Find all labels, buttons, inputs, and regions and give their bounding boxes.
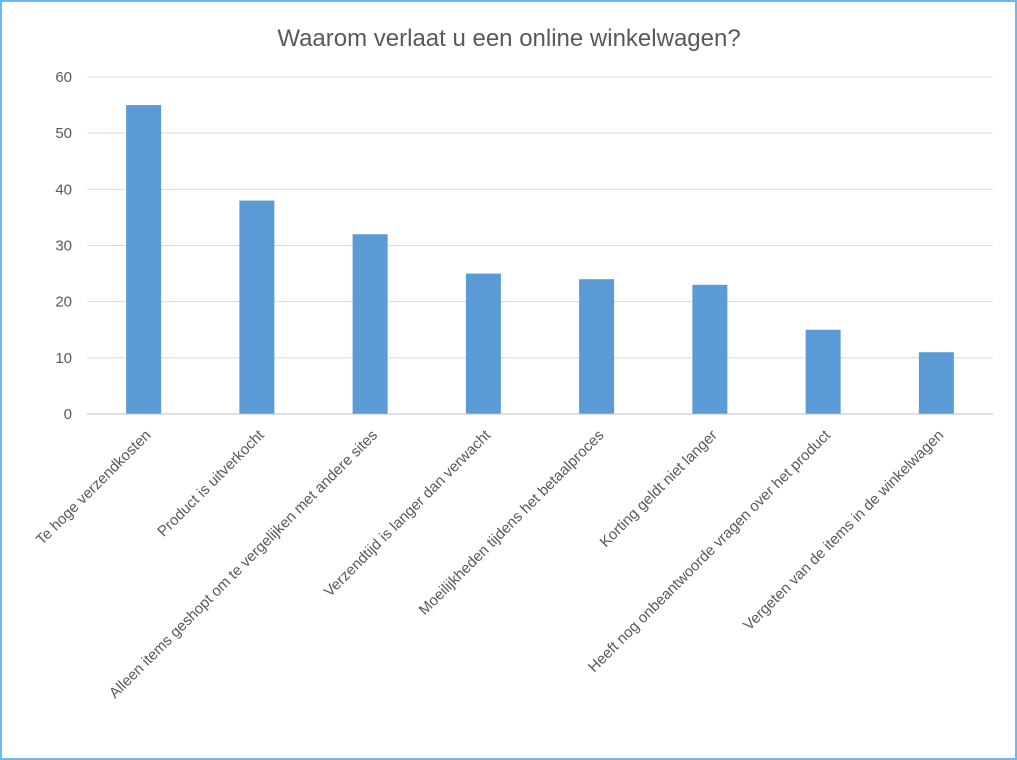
x-tick-label: Product is uitverkocht [154, 426, 268, 540]
y-tick-label: 50 [55, 125, 72, 142]
y-tick-label: 40 [55, 181, 72, 198]
bar [579, 279, 615, 414]
bars [126, 105, 954, 414]
bar [692, 284, 728, 414]
y-tick-label: 0 [64, 406, 72, 423]
chart-title: Waarom verlaat u een online winkelwagen? [277, 25, 740, 52]
x-tick-label: Heeft nog onbeantwoorde vragen over het … [585, 426, 835, 676]
x-tick-label: Korting geldt niet langer [597, 427, 721, 551]
x-tick-label: Vergeten van de items in de winkelwagen [740, 427, 947, 634]
bar [918, 352, 954, 414]
x-tick-label: Moeilijkheden tijdens het betaalproces [416, 427, 608, 619]
y-tick-label: 10 [55, 350, 72, 367]
y-axis-ticks: 0 10 20 30 40 50 60 [55, 69, 72, 423]
x-axis-labels: Te hoge verzendkosten Product is uitverko… [33, 426, 947, 702]
x-tick-label: Alleen items geshopt om te vergelijken m… [106, 427, 381, 702]
bar [805, 329, 841, 414]
x-tick-label: Te hoge verzendkosten [33, 427, 155, 549]
gridlines [87, 76, 993, 359]
bar [126, 105, 162, 414]
bar [239, 200, 275, 414]
y-tick-label: 20 [55, 294, 72, 311]
y-tick-label: 60 [55, 69, 72, 86]
bar [465, 273, 501, 414]
y-tick-label: 30 [55, 238, 72, 255]
bar [352, 234, 388, 414]
